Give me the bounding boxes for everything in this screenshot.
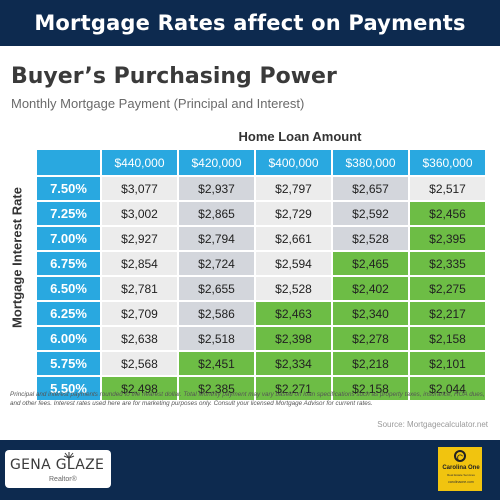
payment-cell: $2,655: [179, 277, 254, 300]
payment-cell: $2,781: [102, 277, 177, 300]
rate-label: 5.50%: [37, 377, 100, 400]
column-group-label: Home Loan Amount: [238, 129, 362, 144]
agent-title: Realtor®: [49, 476, 77, 483]
payment-cell: $3,002: [102, 202, 177, 225]
table-row: 7.25% $3,002 $2,865 $2,729 $2,592 $2,456: [37, 202, 485, 225]
rate-label: 7.25%: [37, 202, 100, 225]
page-title: Buyer’s Purchasing Power: [11, 64, 337, 89]
palmetto-icon: [63, 452, 75, 466]
payment-cell: $2,865: [179, 202, 254, 225]
payment-cell: $2,158: [410, 327, 485, 350]
payment-cell: $3,077: [102, 177, 177, 200]
payment-cell: $2,340: [333, 302, 408, 325]
payment-cell: $2,729: [256, 202, 331, 225]
column-header: $380,000: [333, 150, 408, 175]
payment-table: $440,000 $420,000 $400,000 $380,000 $360…: [35, 148, 487, 402]
payment-cell: $2,463: [256, 302, 331, 325]
rate-label: 5.75%: [37, 352, 100, 375]
payment-cell: $2,797: [256, 177, 331, 200]
rate-label: 7.00%: [37, 227, 100, 250]
payment-cell: $2,398: [256, 327, 331, 350]
payment-cell: $2,568: [102, 352, 177, 375]
payment-cell: $2,218: [333, 352, 408, 375]
agent-logo: [5, 450, 111, 488]
payment-cell: $2,528: [256, 277, 331, 300]
agent-name: GENA GLAZE: [10, 457, 105, 473]
payment-cell: $2,044: [410, 377, 485, 400]
payment-cell: $2,402: [333, 277, 408, 300]
payment-cell: $2,498: [102, 377, 177, 400]
payment-cell: $2,594: [256, 252, 331, 275]
row-group-label: Mortgage Interest Rate: [9, 187, 25, 328]
payment-cell: $2,465: [333, 252, 408, 275]
column-header: $420,000: [179, 150, 254, 175]
table-header-row: $440,000 $420,000 $400,000 $380,000 $360…: [37, 150, 485, 175]
rate-label: 6.25%: [37, 302, 100, 325]
brokerage-name: Carolina One: [442, 465, 480, 471]
rate-label: 6.50%: [37, 277, 100, 300]
payment-cell: $2,586: [179, 302, 254, 325]
footnote: Principal and interest payments rounded …: [10, 391, 485, 407]
table-row: 6.25% $2,709 $2,586 $2,463 $2,340 $2,217: [37, 302, 485, 325]
table-row: 7.00% $2,927 $2,794 $2,661 $2,528 $2,395: [37, 227, 485, 250]
table-row: 6.50% $2,781 $2,655 $2,528 $2,402 $2,275: [37, 277, 485, 300]
table-row: 5.50% $2,498 $2,385 $2,271 $2,158 $2,044: [37, 377, 485, 400]
payment-cell: $2,661: [256, 227, 331, 250]
brokerage-site: carolinaone.com: [448, 480, 474, 484]
banner-title: Mortgage Rates affect on Payments: [34, 11, 466, 35]
copyright-c-icon: C: [454, 450, 466, 463]
payment-cell: $2,528: [333, 227, 408, 250]
payment-cell: $2,794: [179, 227, 254, 250]
table-corner: [37, 150, 100, 175]
payment-cell: $2,592: [333, 202, 408, 225]
payment-cell: $2,385: [179, 377, 254, 400]
page-subtitle: Monthly Mortgage Payment (Principal and …: [11, 96, 305, 111]
payment-cell: $2,271: [256, 377, 331, 400]
payment-cell: $2,638: [102, 327, 177, 350]
source-credit: Source: Mortgagecalculator.net: [377, 420, 488, 429]
page-banner: Mortgage Rates affect on Payments: [0, 0, 500, 46]
payment-cell: $2,724: [179, 252, 254, 275]
payment-cell: $2,158: [333, 377, 408, 400]
table-row: 6.75% $2,854 $2,724 $2,594 $2,465 $2,335: [37, 252, 485, 275]
table-row: 5.75% $2,568 $2,451 $2,334 $2,218 $2,101: [37, 352, 485, 375]
column-header: $400,000: [256, 150, 331, 175]
brokerage-tagline: Real Estate Services: [447, 473, 475, 477]
table-body: 7.50% $3,077 $2,937 $2,797 $2,657 $2,517 7.25%…: [37, 177, 485, 400]
payment-cell: $2,854: [102, 252, 177, 275]
payment-cell: $2,518: [179, 327, 254, 350]
payment-cell: $2,927: [102, 227, 177, 250]
table-row: 6.00% $2,638 $2,518 $2,398 $2,278 $2,158: [37, 327, 485, 350]
column-header: $360,000: [410, 150, 485, 175]
payment-cell: $2,395: [410, 227, 485, 250]
payment-cell: $2,275: [410, 277, 485, 300]
payment-cell: $2,278: [333, 327, 408, 350]
payment-cell: $2,709: [102, 302, 177, 325]
table-row: 7.50% $3,077 $2,937 $2,797 $2,657 $2,517: [37, 177, 485, 200]
payment-cell: $2,517: [410, 177, 485, 200]
payment-cell: $2,451: [179, 352, 254, 375]
payment-cell: $2,456: [410, 202, 485, 225]
payment-cell: $2,335: [410, 252, 485, 275]
rate-label: 6.00%: [37, 327, 100, 350]
payment-cell: $2,334: [256, 352, 331, 375]
payment-cell: $2,657: [333, 177, 408, 200]
rate-label: 6.75%: [37, 252, 100, 275]
rate-label: 7.50%: [37, 177, 100, 200]
payment-cell: $2,217: [410, 302, 485, 325]
column-header: $440,000: [102, 150, 177, 175]
payment-cell: $2,937: [179, 177, 254, 200]
payment-cell: $2,101: [410, 352, 485, 375]
